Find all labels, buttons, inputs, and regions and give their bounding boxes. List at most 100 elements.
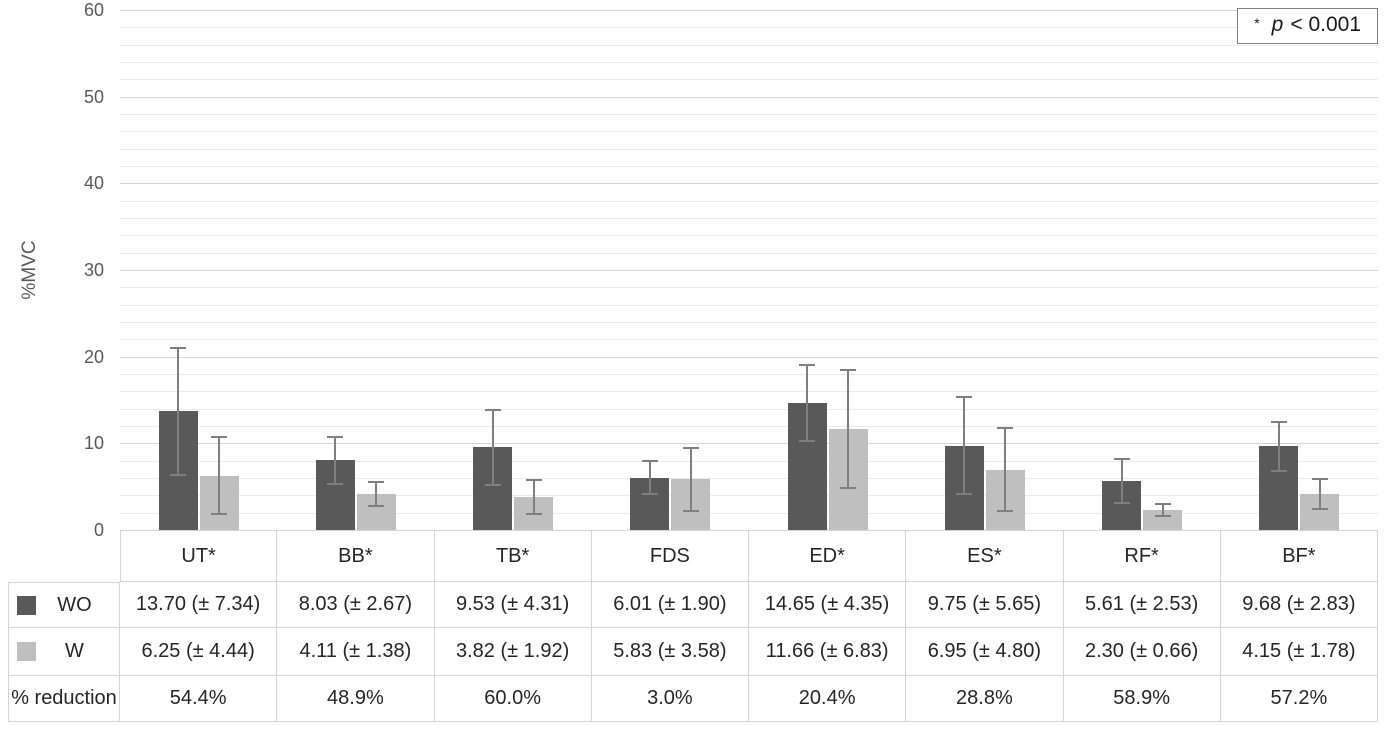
error-bar-cap-w-tb	[525, 512, 542, 515]
error-bar-line-wo-fds	[648, 461, 651, 495]
minor-gridline	[120, 79, 1378, 81]
minor-gridline	[120, 166, 1378, 167]
error-bar-line-w-tb	[532, 480, 535, 514]
y-axis-tick-labels: 0 10 20 30 40 50 60	[0, 0, 104, 540]
value-cell-reduction-rf: 58.9%	[1063, 676, 1221, 722]
category-header-cell: BF*	[1220, 530, 1378, 582]
value-cell-reduction-fds: 3.0%	[591, 676, 749, 722]
major-gridline	[120, 183, 1378, 185]
value-cell-reduction-tb: 60.0%	[434, 676, 592, 722]
error-bar-cap-wo-ut	[170, 346, 187, 349]
minor-gridline	[120, 512, 1378, 514]
error-bar-cap-w-ed	[840, 487, 857, 490]
value-cell-wo-bb: 8.03 (± 2.67)	[277, 582, 435, 628]
minor-gridline	[120, 304, 1378, 306]
error-bar-cap-wo-ed	[799, 364, 816, 367]
minor-gridline	[120, 131, 1378, 133]
error-bar-line-wo-ut	[177, 347, 180, 475]
y-tick-label: 40	[83, 173, 104, 194]
minor-gridline	[120, 114, 1378, 115]
minor-gridline	[120, 426, 1378, 427]
category-header-cell: UT*	[120, 530, 278, 582]
row-label-w: W	[65, 640, 84, 662]
category-header-cell: TB*	[434, 530, 592, 582]
value-cell-w-es: 6.95 (± 4.80)	[906, 628, 1064, 676]
major-gridline	[120, 10, 1378, 11]
minor-gridline	[120, 322, 1378, 323]
error-bar-cap-w-rf	[1154, 514, 1171, 517]
y-tick-label: 20	[83, 346, 104, 367]
bar-w-rf	[1143, 510, 1183, 530]
error-bar-line-wo-bb	[334, 437, 337, 484]
value-cell-wo-tb: 9.53 (± 4.31)	[434, 582, 592, 628]
error-bar-cap-wo-tb	[484, 409, 501, 412]
minor-gridline	[120, 44, 1378, 46]
error-bar-cap-w-bf	[1311, 508, 1328, 511]
error-bar-cap-w-bb	[368, 481, 385, 484]
value-cell-reduction-es: 28.8%	[906, 676, 1064, 722]
value-cell-wo-ed: 14.65 (± 4.35)	[749, 582, 907, 628]
minor-gridline	[120, 391, 1378, 393]
error-bar-cap-w-ut	[211, 436, 228, 439]
value-cell-w-ut: 6.25 (± 4.44)	[120, 628, 278, 676]
row-label-wo: WO	[57, 593, 92, 616]
value-cell-wo-ut: 13.70 (± 7.34)	[120, 582, 278, 628]
minor-gridline	[120, 460, 1378, 462]
row-header-wo: WO	[8, 582, 120, 628]
error-bar-cap-wo-es	[956, 395, 973, 398]
category-header-cell: BB*	[277, 530, 435, 582]
value-cell-w-bb: 4.11 (± 1.38)	[277, 628, 435, 676]
value-cell-w-tb: 3.82 (± 1.92)	[434, 628, 592, 676]
minor-gridline	[120, 235, 1378, 237]
error-bar-cap-w-bf	[1311, 477, 1328, 480]
value-cell-wo-bf: 9.68 (± 2.83)	[1220, 582, 1378, 628]
value-cell-wo-rf: 5.61 (± 2.53)	[1063, 582, 1221, 628]
error-bar-cap-wo-fds	[641, 460, 658, 463]
minor-gridline	[120, 27, 1378, 29]
y-tick-label: 10	[83, 433, 104, 454]
legend-swatch-wo	[17, 595, 36, 615]
y-tick-label: 50	[83, 86, 104, 107]
error-bar-cap-w-rf	[1154, 503, 1171, 506]
value-cell-reduction-ed: 20.4%	[749, 676, 907, 722]
error-bar-line-w-bf	[1318, 478, 1321, 510]
error-bar-cap-wo-bb	[327, 482, 344, 485]
error-bar-cap-wo-rf	[1113, 458, 1130, 461]
error-bar-line-wo-ed	[806, 365, 809, 441]
y-tick-label: 30	[83, 260, 104, 280]
category-header-cell: ES*	[906, 530, 1064, 582]
error-bar-cap-wo-ed	[799, 439, 816, 442]
error-bar-cap-w-tb	[525, 479, 542, 482]
value-cell-w-ed: 11.66 (± 6.83)	[749, 628, 907, 676]
error-bar-line-wo-es	[963, 396, 966, 495]
legend-p-symbol: p	[1271, 13, 1284, 36]
error-bar-cap-wo-fds	[641, 493, 658, 496]
major-gridline	[120, 443, 1378, 445]
asterisk-icon: *	[1254, 15, 1260, 31]
legend-threshold-text: < 0.001	[1290, 13, 1361, 36]
category-header-cell: FDS	[591, 530, 749, 582]
error-bar-cap-w-ut	[211, 513, 228, 516]
error-bar-cap-wo-rf	[1113, 502, 1130, 505]
error-bar-line-w-es	[1004, 428, 1007, 512]
error-bar-line-w-bb	[375, 482, 378, 507]
minor-gridline	[120, 200, 1378, 202]
error-bar-cap-wo-bb	[327, 436, 344, 439]
value-cell-wo-es: 9.75 (± 5.65)	[906, 582, 1064, 628]
table-corner-spacer	[8, 530, 120, 582]
error-bar-cap-wo-bf	[1270, 420, 1287, 423]
y-tick-label: 60	[83, 0, 104, 20]
error-bar-line-w-ut	[218, 437, 221, 515]
major-gridline	[120, 270, 1378, 271]
error-bar-line-wo-bf	[1277, 421, 1280, 471]
value-cell-w-fds: 5.83 (± 3.58)	[591, 628, 749, 676]
minor-gridline	[120, 62, 1378, 63]
error-bar-cap-wo-ut	[170, 473, 187, 476]
error-bar-line-w-ed	[847, 369, 850, 489]
category-header-cell: ED*	[749, 530, 907, 582]
value-cell-w-bf: 4.15 (± 1.78)	[1220, 628, 1378, 676]
minor-gridline	[120, 478, 1378, 479]
error-bar-cap-w-ed	[840, 368, 857, 371]
error-bar-cap-w-fds	[682, 509, 699, 512]
